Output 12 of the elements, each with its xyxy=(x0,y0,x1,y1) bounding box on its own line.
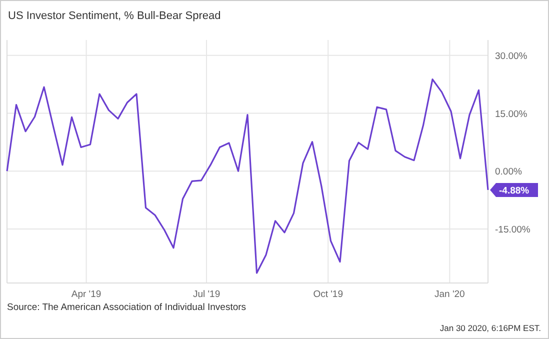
x-tick-label: Jan '20 xyxy=(434,289,465,300)
chart-title: US Investor Sentiment, % Bull-Bear Spread xyxy=(8,10,221,22)
source-note: Source: The American Association of Individual Investors xyxy=(7,302,246,313)
y-tick-label: 0.00% xyxy=(495,166,522,178)
x-tick-label: Jul '19 xyxy=(192,289,220,300)
y-tick-label: 15.00% xyxy=(495,108,528,120)
y-tick-label: 30.00% xyxy=(495,50,528,62)
x-tick-label: Apr '19 xyxy=(71,289,102,300)
text: Jan 30 2020, 6:16PM EST. xyxy=(440,323,541,333)
x-tick-label: Oct '19 xyxy=(313,289,344,300)
y-tick-label: -15.00% xyxy=(495,224,531,236)
data-label: -4.88% xyxy=(499,185,530,196)
